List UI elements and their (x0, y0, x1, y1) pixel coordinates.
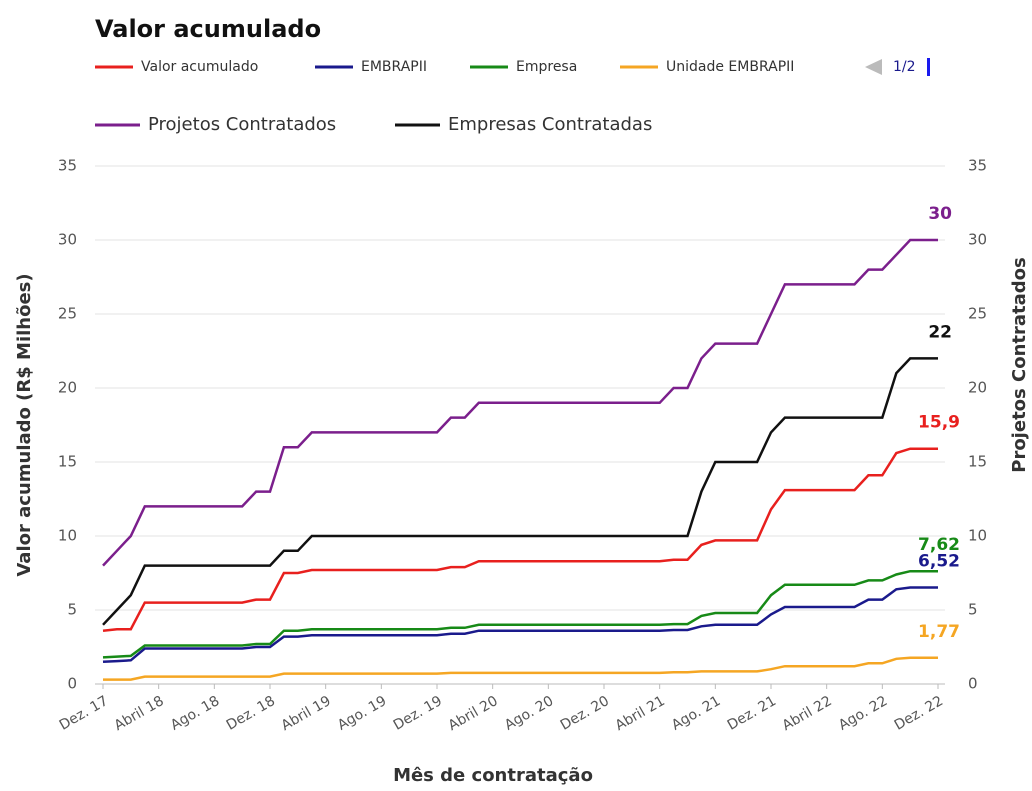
y2-tick-label: 5 (968, 601, 978, 619)
legend-label: Empresa (516, 59, 577, 75)
y-tick-label: 25 (58, 305, 77, 323)
pager-arrow[interactable] (927, 58, 930, 76)
y-tick-label: 30 (58, 231, 77, 249)
y-tick-label: 20 (58, 379, 77, 397)
series-line (102, 586, 938, 664)
x-tick-label: Dez. 20 (558, 693, 612, 734)
x-tick-label: Dez. 21 (725, 693, 779, 734)
x-axis-label: Mês de contratação (393, 765, 593, 786)
legend-pager[interactable]: 1/2 (865, 58, 930, 76)
legend-label: Valor acumulado (141, 59, 258, 75)
y2-tick-label: 30 (968, 231, 987, 249)
x-tick-label: Ago. 21 (669, 693, 723, 734)
y-tick-label: 35 (58, 157, 77, 175)
x-tick-label: Abril 18 (112, 693, 167, 734)
legend-item[interactable]: Valor acumulado (95, 59, 258, 75)
legend-item[interactable]: Unidade EMBRAPII (620, 59, 794, 75)
x-tick-label: Ago. 20 (502, 693, 556, 734)
chart-title: Valor acumulado (95, 15, 321, 43)
legend-item[interactable]: Projetos Contratados (95, 114, 336, 135)
legend-label: Empresas Contratadas (448, 114, 652, 135)
series-line (102, 238, 938, 567)
x-tick-label: Abril 21 (613, 693, 668, 734)
data-label: 7,62 (918, 535, 960, 555)
data-label: 6,52 (918, 552, 960, 572)
series-line (102, 357, 938, 626)
x-tick-label: Ago. 22 (836, 693, 890, 734)
series-line (103, 656, 938, 681)
y2-tick-label: 0 (968, 675, 978, 693)
series-line (102, 447, 938, 632)
x-tick-label: Abril 19 (279, 693, 334, 734)
y-tick-label: 15 (58, 453, 77, 471)
series-line (102, 569, 938, 659)
x-tick-label: Dez. 17 (57, 693, 111, 734)
legend-label: Projetos Contratados (148, 114, 336, 135)
legend-item[interactable]: Empresas Contratadas (395, 114, 652, 135)
data-label: 30 (928, 204, 952, 224)
legend-label: Unidade EMBRAPII (666, 59, 794, 75)
x-tick-label: Dez. 18 (224, 693, 278, 734)
data-label: 15,9 (918, 413, 960, 433)
legend-label: EMBRAPII (361, 59, 427, 75)
legend-page: 1/2 (893, 59, 916, 75)
y2-tick-label: 20 (968, 379, 987, 397)
y-axis-label: Valor acumulado (R$ Milhões) (14, 273, 35, 576)
y-tick-label: 5 (67, 601, 77, 619)
legend-item[interactable]: EMBRAPII (315, 59, 427, 75)
y2-tick-label: 15 (968, 453, 987, 471)
x-tick-label: Dez. 19 (391, 693, 445, 734)
y2-axis-label: Projetos Contratados (1009, 257, 1030, 473)
y-tick-label: 10 (58, 527, 77, 545)
data-label: 1,77 (918, 622, 960, 642)
y2-tick-label: 10 (968, 527, 987, 545)
pager-arrow[interactable] (865, 59, 882, 75)
y2-tick-label: 35 (968, 157, 987, 175)
x-tick-label: Abril 22 (780, 693, 835, 734)
x-tick-label: Ago. 19 (335, 693, 389, 734)
y-tick-label: 0 (67, 675, 77, 693)
x-tick-label: Dez. 22 (892, 693, 946, 734)
data-label: 22 (928, 322, 952, 342)
x-tick-label: Ago. 18 (168, 693, 222, 734)
legend-item[interactable]: Empresa (470, 59, 577, 75)
x-tick-label: Abril 20 (446, 693, 501, 734)
y2-tick-label: 25 (968, 305, 987, 323)
